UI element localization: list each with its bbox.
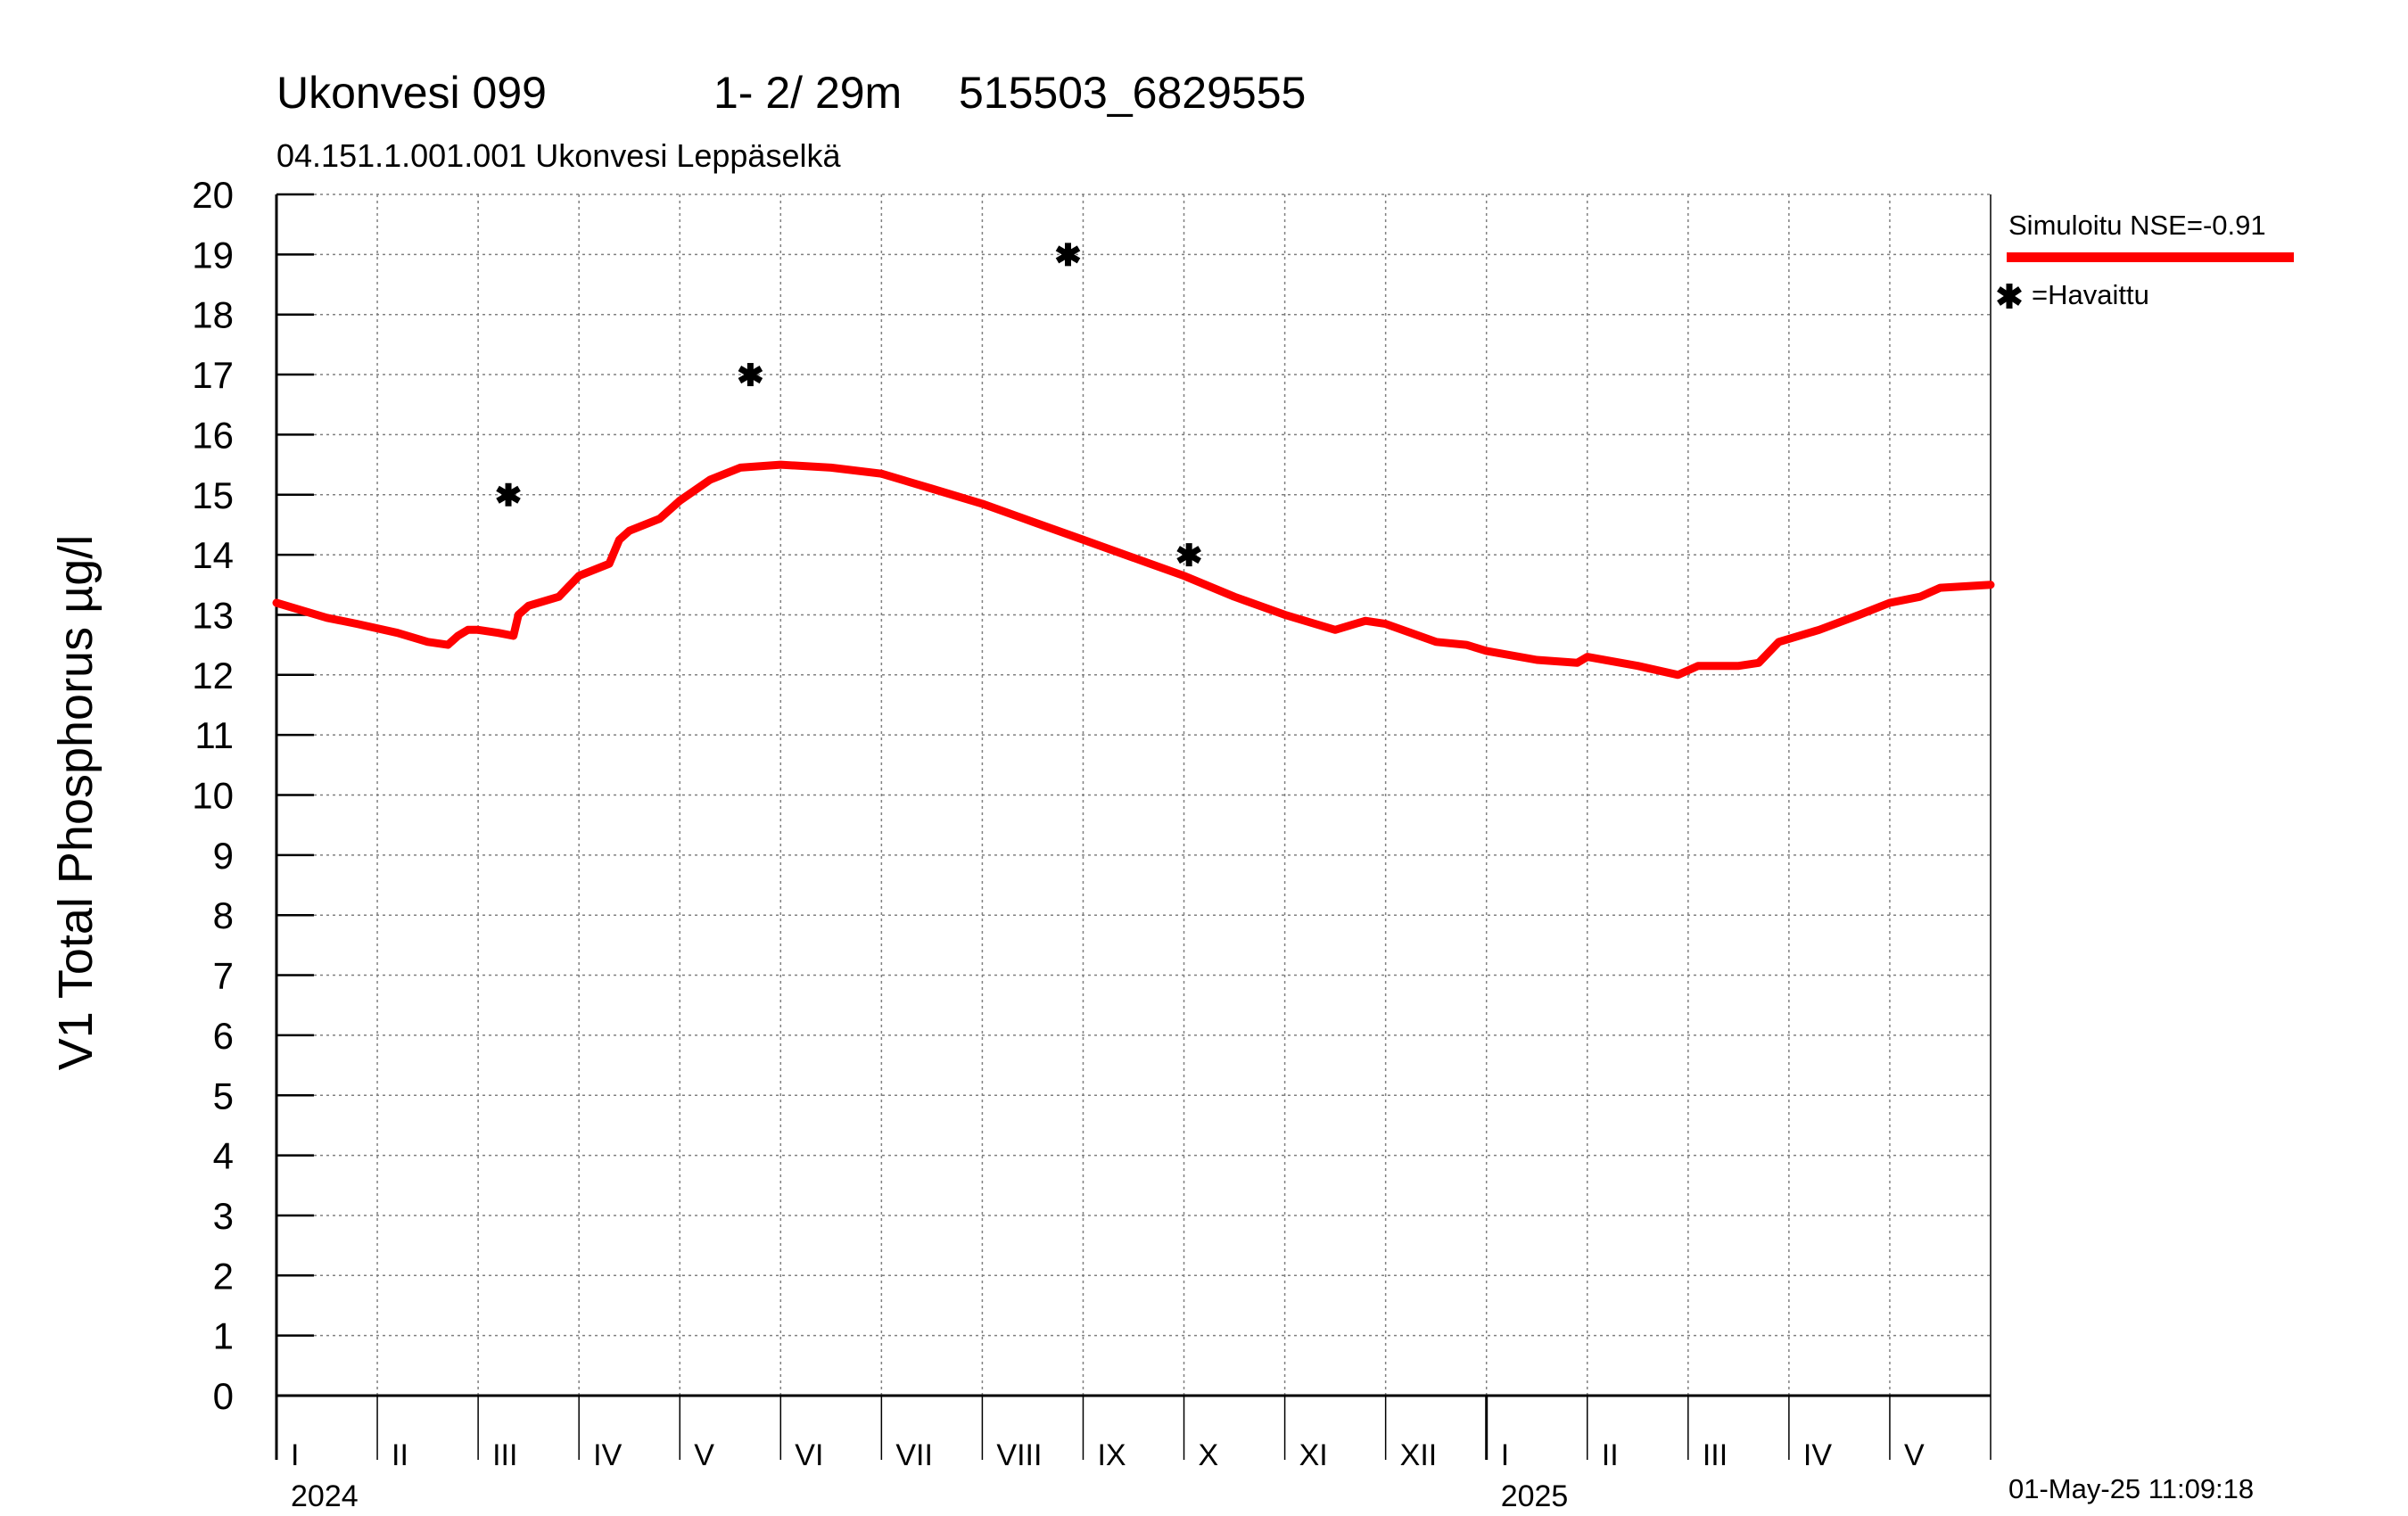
observed-point	[1176, 543, 1201, 567]
legend-simulated-swatch	[2007, 252, 2294, 262]
y-tick-label: 18	[192, 294, 234, 336]
observed-point	[496, 482, 521, 507]
depth-info: 1- 2/ 29m	[713, 68, 903, 118]
month-label: XII	[1400, 1438, 1438, 1472]
y-tick-label: 11	[194, 714, 234, 756]
month-label: I	[1501, 1438, 1509, 1472]
y-tick-label: 19	[192, 234, 234, 276]
chart-title: Ukonvesi 099	[276, 68, 547, 118]
month-label: III	[1703, 1438, 1728, 1472]
y-tick-label: 14	[192, 534, 234, 576]
series-layer	[272, 243, 1995, 680]
y-tick-label: 7	[213, 955, 234, 997]
y-tick-label: 4	[213, 1135, 234, 1177]
legend-simulated-label: Simuloitu NSE=-0.91	[2008, 210, 2266, 241]
y-tick-label: 6	[213, 1015, 234, 1057]
month-label: IV	[1803, 1438, 1832, 1472]
month-label: IX	[1097, 1438, 1126, 1472]
month-label: VIII	[996, 1438, 1042, 1472]
observed-point	[738, 363, 763, 387]
month-label: IV	[593, 1438, 622, 1472]
observed-point	[1055, 243, 1081, 267]
y-tick-label: 5	[213, 1075, 234, 1116]
y-tick-label: 9	[213, 835, 234, 877]
year-label: 2024	[291, 1479, 359, 1513]
chart-subtitle: 04.151.1.001.001 Ukonvesi Leppäselkä	[276, 137, 841, 174]
site-coordinates: 515503_6829555	[959, 68, 1307, 118]
generated-timestamp: 01-May-25 11:09:18	[2008, 1473, 2255, 1504]
y-tick-label: 0	[213, 1375, 234, 1417]
month-label: II	[392, 1438, 408, 1472]
y-tick-label: 12	[192, 655, 234, 696]
y-tick-label: 3	[213, 1195, 234, 1237]
y-tick-label: 1	[213, 1315, 234, 1357]
month-label: VII	[895, 1438, 933, 1472]
month-label: V	[694, 1438, 714, 1472]
month-label: XI	[1299, 1438, 1328, 1472]
month-label: I	[291, 1438, 299, 1472]
year-label: 2025	[1501, 1479, 1569, 1513]
month-label: II	[1602, 1438, 1619, 1472]
month-label: III	[492, 1438, 517, 1472]
month-label: X	[1199, 1438, 1219, 1472]
y-tick-label: 20	[192, 174, 234, 216]
legend-observed-marker	[1997, 284, 2022, 309]
month-label: V	[1904, 1438, 1925, 1472]
y-tick-label: 17	[192, 354, 234, 396]
grid-layer	[276, 194, 1991, 1396]
y-tick-label: 8	[213, 894, 234, 936]
y-tick-label: 16	[192, 414, 234, 456]
y-tick-label: 13	[192, 594, 234, 636]
month-label: VI	[795, 1438, 823, 1472]
y-tick-label: 10	[192, 775, 234, 817]
y-tick-label: 15	[192, 474, 234, 516]
legend-observed-label: =Havaittu	[2032, 279, 2149, 310]
y-tick-label: 2	[213, 1255, 234, 1297]
y-axis-label: V1 Total Phosphorus µg/l	[49, 535, 103, 1071]
simulated-series-line	[272, 460, 1995, 680]
